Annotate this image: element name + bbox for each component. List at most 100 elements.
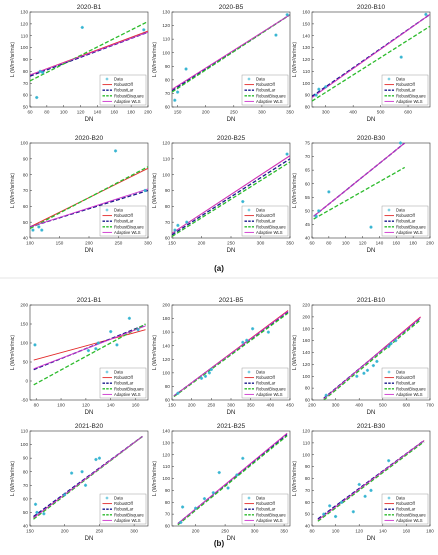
- y-tick-label: 70: [165, 512, 171, 517]
- data-point-d2: [98, 456, 101, 460]
- subplot-title: 2021-B10: [357, 297, 386, 304]
- x-tick-label: 300: [227, 403, 235, 408]
- data-point: [40, 228, 44, 232]
- data-point-d2: [42, 512, 46, 516]
- data-point: [203, 374, 208, 378]
- legend: DataRobustOffRobustLarRobustBisquareAdap…: [381, 74, 429, 106]
- x-tick-label: 100: [332, 529, 340, 534]
- y-tick-label: 40: [305, 236, 311, 241]
- data-point-d2: [211, 491, 215, 495]
- y-tick-label: 120: [162, 357, 170, 362]
- data-point-d2: [387, 345, 391, 348]
- data-point-d2: [317, 87, 321, 91]
- legend-label: Adaptive WLS: [114, 518, 141, 523]
- fit-line-robustbisquare: [312, 25, 430, 102]
- legend-label: RobustBisquare: [114, 224, 144, 229]
- y-tick-label: 100: [162, 172, 170, 177]
- legend-label: RobustLar: [114, 219, 134, 224]
- x-tick-label: 140: [94, 110, 102, 115]
- subplot-title: 2020-B25: [217, 135, 246, 142]
- y-tick-label: 140: [162, 429, 170, 434]
- x-axis-label: DN: [367, 117, 376, 123]
- data-point: [266, 330, 270, 334]
- y-tick-label: 50: [23, 105, 29, 110]
- y-tick-label: 55: [305, 195, 311, 200]
- y-axis-label: L (W/m²/sr/mic): [10, 335, 16, 371]
- data-point: [173, 98, 177, 102]
- data-point: [80, 25, 84, 30]
- y-tick-label: 120: [162, 141, 170, 146]
- data-point: [314, 93, 318, 97]
- data-point: [351, 510, 355, 514]
- x-tick-label: 140: [107, 403, 115, 408]
- data-point: [97, 456, 102, 460]
- data-point: [142, 28, 146, 32]
- data-point: [369, 225, 373, 229]
- data-point-d2: [63, 493, 67, 497]
- fit-line-robustbisquare: [313, 166, 406, 220]
- data-point-d2: [241, 456, 245, 460]
- legend-label: RobustOff: [396, 213, 416, 218]
- legend: DataRobustOffRobustLarRobustBisquareAdap…: [99, 205, 147, 237]
- data-point-d2: [387, 459, 391, 463]
- y-tick-label: 100: [162, 476, 170, 481]
- y-tick-label: 200: [302, 314, 310, 319]
- y-tick-label: 50: [23, 360, 29, 365]
- y-tick-label: 80: [165, 204, 171, 209]
- data-point-d2: [173, 228, 177, 232]
- x-tick-label: 100: [342, 241, 350, 246]
- y-tick-label: 60: [165, 236, 171, 241]
- fit-lines: [172, 155, 290, 237]
- data-point-d2: [179, 521, 183, 524]
- x-axis-label: DN: [85, 248, 94, 254]
- fit-lines: [33, 435, 143, 520]
- data-point: [80, 470, 84, 474]
- y-tick-label: 100: [302, 374, 310, 379]
- y-tick-label: 160: [302, 338, 310, 343]
- data-point: [136, 328, 140, 332]
- y-tick-label: 70: [23, 81, 29, 86]
- legend: DataRobustOffRobustLarRobustBisquareAdap…: [241, 205, 289, 237]
- data-point: [207, 371, 211, 375]
- subplot-2020-B20: 2020-B20 100 150 200 250 300 40 50 60 70 80 90 100 DN…: [10, 135, 152, 254]
- y-axis-label: L (W/m²/sr/mic): [152, 335, 158, 371]
- data-point: [176, 90, 180, 94]
- y-tick-label: 160: [302, 10, 310, 15]
- legend-label: RobustOff: [114, 82, 134, 87]
- x-tick-label: 500: [377, 110, 385, 115]
- y-tick-label: 50: [305, 512, 311, 517]
- fit-lines: [312, 13, 430, 102]
- data-point-d2: [399, 141, 402, 145]
- subplot-2021-B20: 2021-B20 150 200 250 300 40 50 60 70 80 90 100 110 DN…: [10, 423, 149, 542]
- fit-line-adaptive-wls: [313, 143, 405, 217]
- legend: DataRobustOffRobustLarRobustBisquareAdap…: [241, 493, 289, 525]
- subplot-2020-B10: 2020-B10 300 400 500 600 80 90 100 110 120 130 140 1…: [292, 4, 431, 123]
- data-point: [94, 347, 98, 351]
- data-point-d2: [194, 506, 197, 510]
- data-point: [96, 341, 100, 345]
- y-tick-label: 0: [25, 379, 28, 384]
- y-tick-label: 150: [302, 21, 310, 26]
- fit-line-robustbisquare: [30, 20, 148, 82]
- legend-label: RobustLar: [256, 88, 276, 93]
- x-tick-label: 120: [82, 403, 90, 408]
- legend-label: RobustOff: [396, 82, 416, 87]
- data-point-d2: [94, 458, 98, 461]
- fit-lines: [30, 20, 148, 82]
- data-point: [369, 488, 373, 492]
- y-axis-label: L (W/m²/sr/mic): [152, 42, 158, 78]
- data-point-d2: [217, 471, 221, 474]
- legend-label: Data: [396, 208, 406, 213]
- subplot-title: 2021-B30: [357, 423, 386, 430]
- data-point: [199, 376, 204, 380]
- x-tick-label: 400: [266, 403, 274, 408]
- data-point: [241, 456, 245, 460]
- data-point: [181, 505, 185, 509]
- legend-label: RobustBisquare: [114, 386, 144, 391]
- data-point-d2: [200, 376, 203, 380]
- y-tick-label: 90: [165, 64, 171, 69]
- fit-line-adaptive-wls: [317, 440, 425, 521]
- legend-label: RobustLar: [396, 88, 416, 93]
- data-point-d2: [251, 327, 255, 331]
